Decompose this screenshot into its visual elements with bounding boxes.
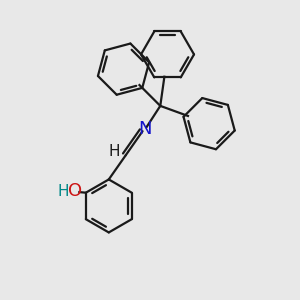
Text: H: H: [109, 144, 120, 159]
Text: H: H: [58, 184, 70, 199]
Text: N: N: [138, 120, 152, 138]
Text: O: O: [68, 182, 82, 200]
